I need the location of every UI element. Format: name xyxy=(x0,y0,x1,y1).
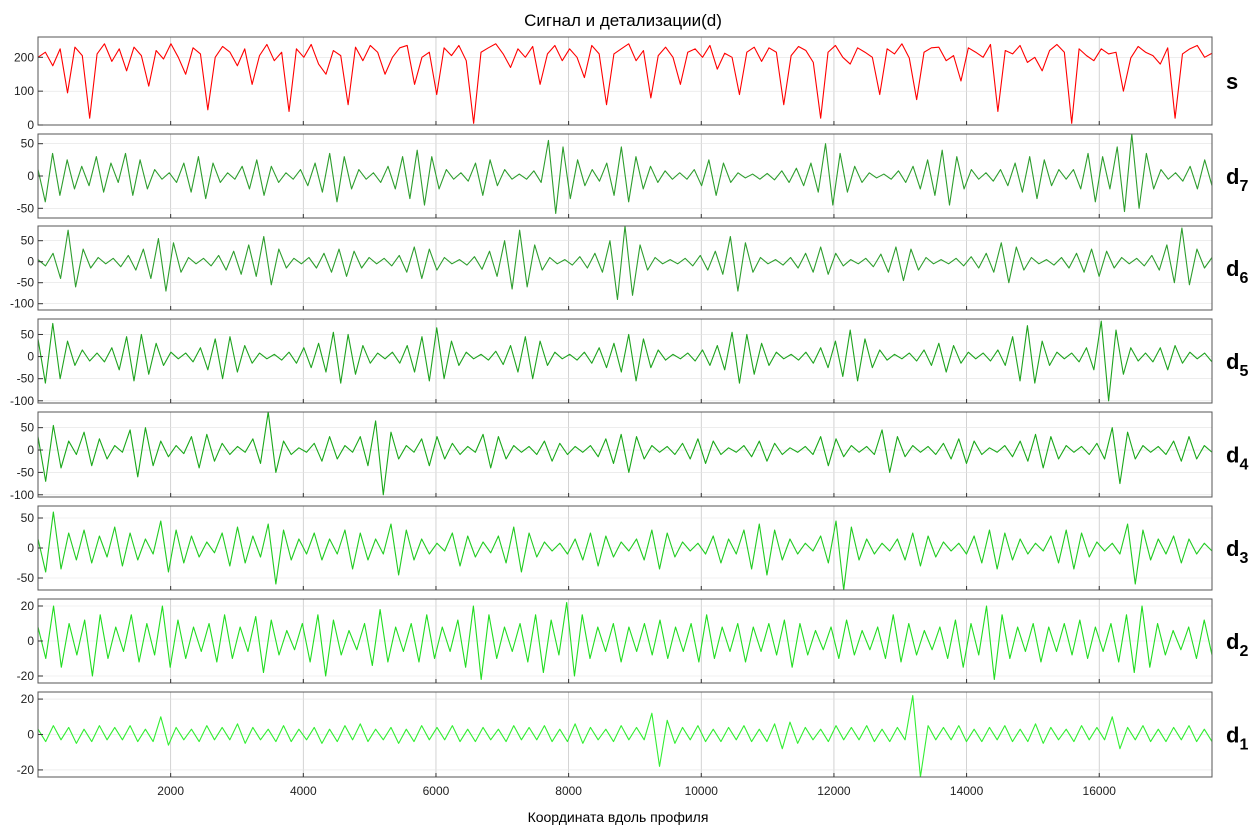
panel-label-d4: d4 xyxy=(1226,443,1248,474)
y-tick-label: 0 xyxy=(27,118,34,132)
y-tick-label: 50 xyxy=(21,511,35,525)
y-tick-label: 50 xyxy=(21,327,35,341)
panel-label-d2: d2 xyxy=(1226,629,1248,660)
y-tick-label: 0 xyxy=(27,541,34,555)
plot-area xyxy=(38,319,1212,403)
plot-area xyxy=(38,226,1212,310)
x-tick-label: 2000 xyxy=(157,784,184,798)
panel-label-d6: d6 xyxy=(1226,256,1248,287)
x-tick-label: 10000 xyxy=(685,784,719,798)
panel-label-s: s xyxy=(1226,69,1238,94)
y-tick-label: -20 xyxy=(17,763,35,777)
x-tick-label: 14000 xyxy=(950,784,984,798)
y-tick-label: 0 xyxy=(27,728,34,742)
y-tick-label: -50 xyxy=(17,201,35,215)
panel-d5: -100 -50 0 50 d5 xyxy=(10,318,1248,408)
panel-d6: -100 -50 0 50 d6 xyxy=(10,225,1248,311)
y-tick-label: 50 xyxy=(21,234,35,248)
y-tick-label: 20 xyxy=(21,599,35,613)
y-tick-label: 0 xyxy=(27,443,34,457)
x-tick-label: 4000 xyxy=(290,784,317,798)
y-tick-label: -50 xyxy=(17,465,35,479)
panel-d2: -20 0 20 d2 xyxy=(17,598,1248,684)
series-line-d3 xyxy=(37,511,1213,591)
y-tick-label: -20 xyxy=(17,669,35,683)
x-axis-label: Координата вдоль профиля xyxy=(528,809,709,825)
y-tick-label: 0 xyxy=(27,350,34,364)
y-tick-label: -50 xyxy=(17,372,35,386)
x-tick-label: 16000 xyxy=(1083,784,1117,798)
x-tick-label: 6000 xyxy=(423,784,450,798)
y-tick-label: 0 xyxy=(27,255,34,269)
y-tick-label: 50 xyxy=(21,137,35,151)
plot-frame xyxy=(37,36,1213,126)
x-tick-label: 12000 xyxy=(817,784,851,798)
series-line-d7 xyxy=(37,133,1213,215)
y-tick-label: -100 xyxy=(10,394,34,408)
chart-title: Сигнал и детализации(d) xyxy=(524,11,722,30)
series-line-d5 xyxy=(37,320,1213,402)
panel-d1: -20 0 20 d1 xyxy=(17,691,1248,778)
panel-label-d7: d7 xyxy=(1226,164,1248,195)
series-line-d4 xyxy=(37,411,1213,496)
x-tick-label: 8000 xyxy=(555,784,582,798)
y-tick-label: -50 xyxy=(17,276,35,290)
panel-s: 0 100 200 s xyxy=(14,36,1238,132)
panel-d7: -50 0 50 d7 xyxy=(17,133,1248,219)
panel-d3: -50 0 50 d3 xyxy=(17,505,1248,591)
plot-frame xyxy=(37,225,1213,311)
y-tick-label: 20 xyxy=(21,692,35,706)
y-tick-label: 50 xyxy=(21,421,35,435)
panels-layer: 0100200s-50050d7-100-50050d6-100-50050d5… xyxy=(10,36,1248,798)
panel-d4: -100 -50 0 50 d4 xyxy=(10,411,1248,502)
y-tick-label: 0 xyxy=(27,169,34,183)
plot-frame xyxy=(37,411,1213,498)
plot-area xyxy=(38,37,1212,125)
series-line-d1 xyxy=(37,694,1213,778)
panel-label-d3: d3 xyxy=(1226,536,1248,567)
y-tick-label: 200 xyxy=(14,50,34,64)
y-tick-label: -100 xyxy=(10,297,34,311)
y-tick-label: 100 xyxy=(14,84,34,98)
y-tick-label: -100 xyxy=(10,488,34,502)
y-tick-label: -50 xyxy=(17,571,35,585)
panel-label-d5: d5 xyxy=(1226,349,1248,380)
series-line-d2 xyxy=(37,601,1213,681)
y-tick-label: 0 xyxy=(27,634,34,648)
plot-frame xyxy=(37,318,1213,404)
panel-label-d1: d1 xyxy=(1226,723,1248,754)
series-line-s xyxy=(37,43,1213,124)
